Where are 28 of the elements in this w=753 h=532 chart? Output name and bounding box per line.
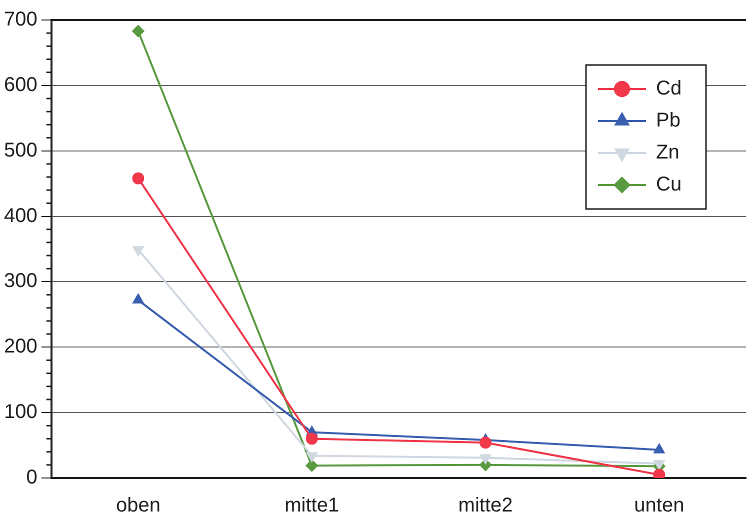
point — [306, 460, 318, 472]
legend-label: Pb — [656, 110, 680, 132]
point — [306, 452, 318, 462]
point — [480, 454, 491, 464]
y-tick-label: 100 — [4, 401, 38, 424]
point — [132, 172, 144, 184]
point — [132, 246, 144, 256]
point — [654, 444, 664, 454]
y-tick-label: 0 — [26, 466, 38, 489]
point — [480, 436, 492, 449]
point — [306, 432, 318, 445]
legend-label: Cd — [656, 78, 682, 100]
y-tick-label: 300 — [4, 270, 38, 292]
legend-label: Zn — [656, 142, 680, 164]
point — [132, 294, 144, 304]
y-tick-label: 500 — [4, 139, 38, 162]
y-tick-label: 600 — [4, 74, 38, 96]
x-tick-label: mitte1 — [284, 494, 340, 517]
y-tick-label: 700 — [4, 8, 38, 31]
y-tick-label: 400 — [4, 204, 38, 227]
x-tick-label: unten — [634, 494, 684, 517]
legend-label: Cu — [656, 174, 682, 196]
y-tick-label: 200 — [4, 336, 38, 358]
point — [654, 460, 664, 470]
x-tick-label: oben — [116, 494, 160, 517]
point — [132, 25, 144, 38]
point — [653, 468, 666, 478]
x-tick-label: mitte2 — [458, 494, 513, 517]
